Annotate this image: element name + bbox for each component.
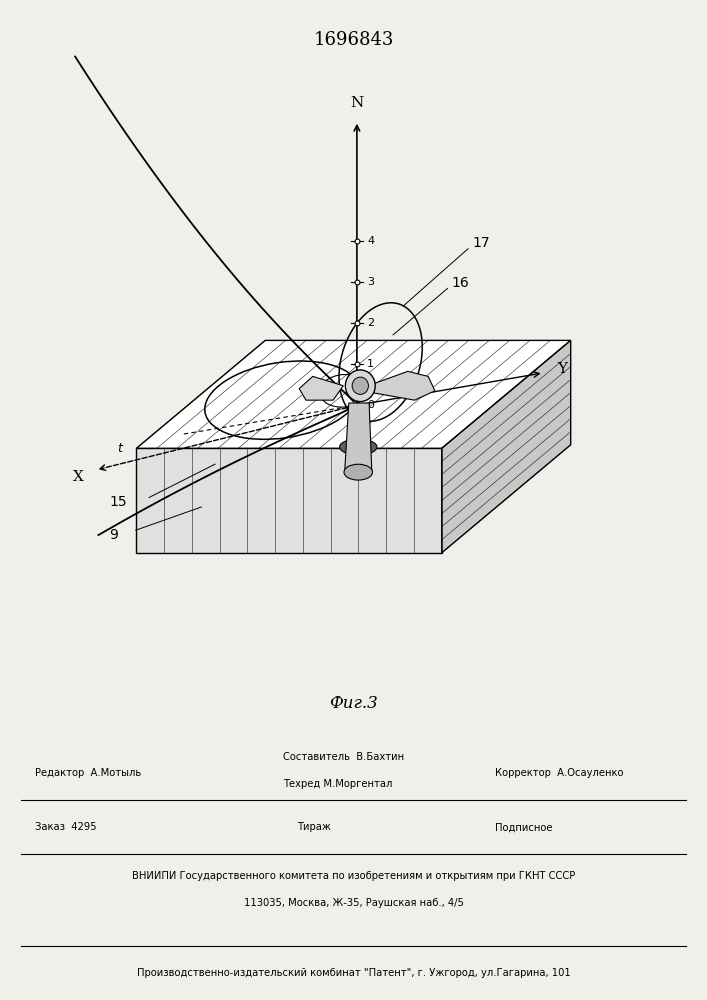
Polygon shape (136, 340, 571, 448)
Text: 4: 4 (367, 236, 374, 246)
Text: Тираж: Тираж (297, 822, 331, 832)
Text: 2: 2 (367, 318, 374, 328)
Text: Техред М.Моргентал: Техред М.Моргентал (283, 779, 392, 789)
Text: 113035, Москва, Ж-35, Раушская наб., 4/5: 113035, Москва, Ж-35, Раушская наб., 4/5 (244, 898, 463, 908)
Circle shape (345, 370, 375, 402)
Text: 9: 9 (109, 528, 118, 542)
Text: Корректор  А.Осауленко: Корректор А.Осауленко (495, 768, 624, 778)
Text: 1: 1 (367, 359, 374, 369)
Ellipse shape (344, 464, 373, 480)
Text: t: t (117, 442, 122, 455)
Text: Фиг.3: Фиг.3 (329, 696, 378, 712)
Text: ВНИИПИ Государственного комитета по изобретениям и открытиям при ГКНТ СССР: ВНИИПИ Государственного комитета по изоб… (132, 871, 575, 881)
Text: Y: Y (557, 362, 567, 376)
Circle shape (352, 377, 368, 394)
Polygon shape (299, 376, 344, 400)
Polygon shape (136, 448, 442, 553)
Text: Редактор  А.Мотыль: Редактор А.Мотыль (35, 768, 141, 778)
Text: N: N (350, 96, 363, 110)
Text: Заказ  4295: Заказ 4295 (35, 822, 97, 832)
Text: 0: 0 (367, 400, 374, 410)
Text: Производственно-издательский комбинат "Патент", г. Ужгород, ул.Гагарина, 101: Производственно-издательский комбинат "П… (136, 968, 571, 978)
Polygon shape (442, 340, 571, 553)
Text: 16: 16 (452, 276, 469, 290)
Text: 17: 17 (472, 236, 490, 250)
Text: X: X (74, 470, 84, 484)
Text: Составитель  В.Бахтин: Составитель В.Бахтин (283, 752, 404, 762)
Polygon shape (374, 371, 435, 400)
Text: 3: 3 (367, 277, 374, 287)
Polygon shape (345, 403, 372, 472)
Ellipse shape (339, 439, 377, 455)
Text: 1696843: 1696843 (313, 31, 394, 49)
Text: 15: 15 (109, 495, 127, 509)
Text: Подписное: Подписное (495, 822, 552, 832)
